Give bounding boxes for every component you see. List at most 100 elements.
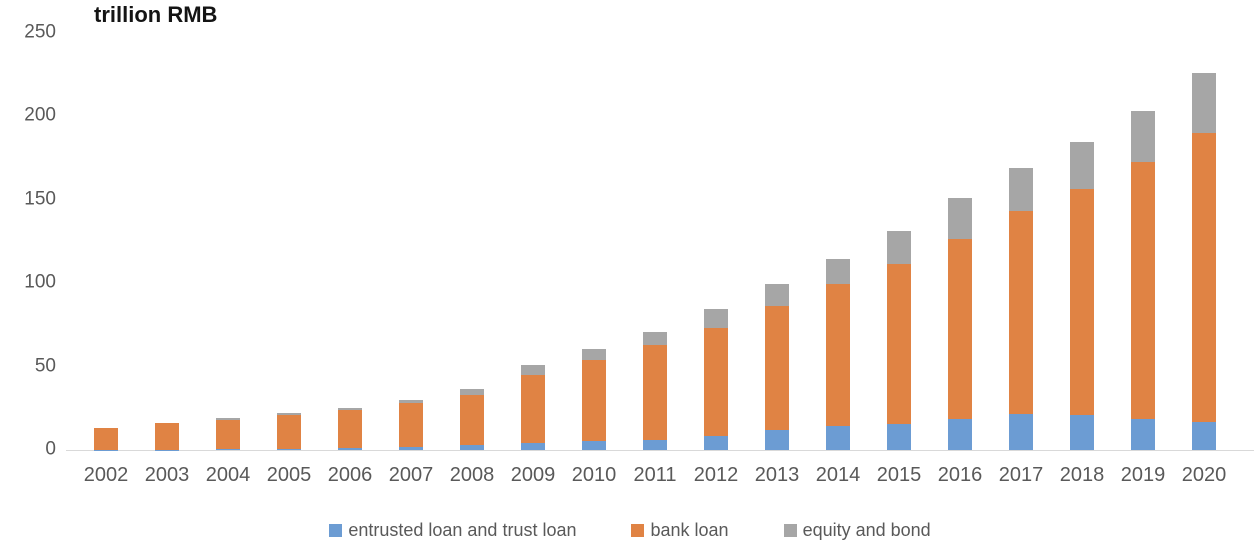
x-tick-label-2014: 2014 (815, 464, 861, 486)
bar-segment-entrusted-loan-and-trust-loan-2008 (460, 445, 484, 450)
bar-segment-bank-loan-2004 (216, 419, 240, 450)
bar-segment-equity-and-bond-2012 (704, 309, 728, 328)
bar-segment-bank-loan-2012 (704, 327, 728, 436)
bar-segment-bank-loan-2010 (582, 359, 606, 441)
plot-area (66, 33, 1254, 451)
bar-segment-entrusted-loan-and-trust-loan-2012 (704, 435, 728, 450)
bar-segment-entrusted-loan-and-trust-loan-2016 (948, 419, 972, 450)
bar-segment-equity-and-bond-2020 (1192, 72, 1216, 133)
bar-segment-bank-loan-2015 (887, 263, 911, 424)
bar-segment-bank-loan-2014 (826, 283, 850, 426)
bar-segment-equity-and-bond-2016 (948, 198, 972, 239)
bar-segment-equity-and-bond-2002 (94, 427, 118, 429)
bar-segment-equity-and-bond-2011 (643, 332, 667, 345)
bar-segment-equity-and-bond-2007 (399, 399, 423, 403)
bar-segment-bank-loan-2020 (1192, 132, 1216, 422)
legend-item-bank-loan: bank loan (631, 519, 729, 541)
bar-segment-bank-loan-2006 (338, 409, 362, 449)
x-tick-label-2018: 2018 (1059, 464, 1105, 486)
bar-2004 (216, 417, 240, 450)
bar-segment-bank-loan-2007 (399, 402, 423, 447)
bar-2002 (94, 427, 118, 450)
x-tick-label-2009: 2009 (510, 464, 556, 486)
bar-segment-bank-loan-2008 (460, 394, 484, 445)
bar-segment-bank-loan-2002 (94, 428, 118, 450)
bar-segment-entrusted-loan-and-trust-loan-2005 (277, 449, 301, 450)
bar-2012 (704, 309, 728, 450)
bar-segment-equity-and-bond-2018 (1070, 141, 1094, 189)
legend-swatch-bank-loan (631, 523, 645, 537)
chart-title: trillion RMB (94, 2, 218, 27)
bar-segment-equity-and-bond-2006 (338, 408, 362, 410)
bar-2019 (1131, 111, 1155, 450)
bar-segment-entrusted-loan-and-trust-loan-2020 (1192, 421, 1216, 450)
bar-2011 (643, 332, 667, 450)
bar-2010 (582, 349, 606, 450)
bar-segment-bank-loan-2013 (765, 306, 789, 431)
bar-segment-entrusted-loan-and-trust-loan-2007 (399, 446, 423, 450)
bar-2005 (277, 413, 301, 450)
bar-segment-bank-loan-2016 (948, 238, 972, 420)
bar-2015 (887, 231, 911, 450)
x-tick-label-2006: 2006 (327, 464, 373, 486)
x-tick-label-2013: 2013 (754, 464, 800, 486)
bar-2008 (460, 389, 484, 450)
bar-2014 (826, 258, 850, 450)
bar-2006 (338, 408, 362, 450)
bar-segment-equity-and-bond-2003 (155, 422, 179, 424)
x-tick-label-2019: 2019 (1120, 464, 1166, 486)
x-tick-label-2007: 2007 (388, 464, 434, 486)
bar-segment-equity-and-bond-2013 (765, 283, 789, 307)
bar-segment-equity-and-bond-2009 (521, 364, 545, 375)
x-tick-label-2020: 2020 (1181, 464, 1227, 486)
legend-label-entrusted-loan-and-trust-loan: entrusted loan and trust loan (348, 519, 577, 540)
legend-label-bank-loan: bank loan (650, 519, 729, 540)
bar-segment-entrusted-loan-and-trust-loan-2019 (1131, 418, 1155, 450)
bar-segment-bank-loan-2003 (155, 423, 179, 450)
bar-segment-equity-and-bond-2010 (582, 349, 606, 360)
bar-segment-bank-loan-2011 (643, 344, 667, 440)
bar-segment-bank-loan-2005 (277, 415, 301, 450)
bar-segment-equity-and-bond-2004 (216, 417, 240, 420)
bar-segment-entrusted-loan-and-trust-loan-2009 (521, 442, 545, 450)
x-tick-label-2002: 2002 (83, 464, 129, 486)
legend-item-entrusted-loan-and-trust-loan: entrusted loan and trust loan (329, 520, 576, 541)
bar-segment-equity-and-bond-2014 (826, 258, 850, 284)
x-tick-label-2011: 2011 (633, 464, 677, 486)
y-tick-label-200: 200 (24, 104, 56, 126)
bar-segment-equity-and-bond-2015 (887, 231, 911, 264)
bar-segment-bank-loan-2019 (1131, 161, 1155, 419)
x-tick-label-2012: 2012 (693, 464, 739, 486)
y-tick-label-100: 100 (24, 271, 56, 293)
bar-2009 (521, 364, 545, 450)
bar-segment-bank-loan-2009 (521, 374, 545, 443)
y-tick-label-0: 0 (45, 438, 56, 460)
bar-segment-entrusted-loan-and-trust-loan-2017 (1009, 413, 1033, 450)
bar-2017 (1009, 168, 1033, 450)
bar-segment-entrusted-loan-and-trust-loan-2013 (765, 430, 789, 450)
legend: entrusted loan and trust loan bank loan eq… (0, 516, 1260, 544)
bar-segment-equity-and-bond-2019 (1131, 111, 1155, 162)
bar-segment-equity-and-bond-2008 (460, 389, 484, 395)
bar-segment-entrusted-loan-and-trust-loan-2011 (643, 439, 667, 450)
x-tick-label-2017: 2017 (998, 464, 1044, 486)
x-tick-label-2010: 2010 (571, 464, 617, 486)
bar-2013 (765, 283, 789, 450)
bar-segment-entrusted-loan-and-trust-loan-2018 (1070, 414, 1094, 450)
y-tick-label-250: 250 (24, 21, 56, 43)
bar-2007 (399, 399, 423, 450)
bar-2020 (1192, 72, 1216, 450)
bar-segment-equity-and-bond-2017 (1009, 168, 1033, 211)
bar-2016 (948, 198, 972, 450)
bar-segment-entrusted-loan-and-trust-loan-2010 (582, 440, 606, 450)
y-tick-label-50: 50 (34, 355, 56, 377)
x-tick-label-2008: 2008 (449, 464, 495, 486)
x-tick-label-2003: 2003 (144, 464, 190, 486)
bar-2003 (155, 422, 179, 450)
bar-segment-entrusted-loan-and-trust-loan-2006 (338, 448, 362, 450)
x-tick-label-2015: 2015 (876, 464, 922, 486)
x-tick-label-2016: 2016 (937, 464, 983, 486)
legend-swatch-equity-and-bond (783, 523, 797, 537)
x-tick-label-2005: 2005 (266, 464, 312, 486)
